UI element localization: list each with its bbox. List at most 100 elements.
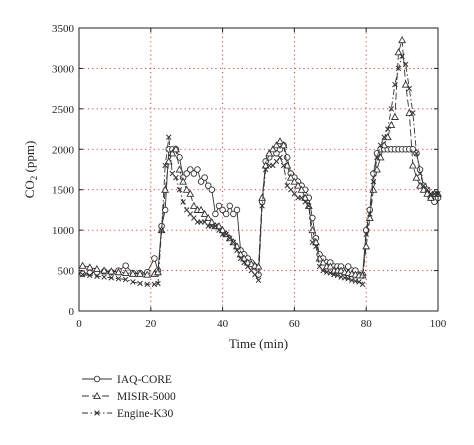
data-point bbox=[255, 277, 262, 284]
y-tick-label: 2000 bbox=[52, 144, 75, 156]
data-point bbox=[236, 250, 245, 258]
data-point bbox=[399, 53, 405, 60]
data-point bbox=[356, 279, 362, 285]
data-point bbox=[122, 276, 129, 283]
legend-marker bbox=[93, 391, 101, 400]
series-misir-5000 bbox=[78, 36, 442, 279]
data-point bbox=[115, 275, 122, 282]
data-point bbox=[161, 185, 170, 193]
data-point bbox=[265, 149, 274, 157]
data-point bbox=[107, 267, 116, 275]
data-point bbox=[222, 210, 230, 218]
data-point bbox=[405, 108, 414, 116]
data-point bbox=[365, 213, 374, 222]
data-point bbox=[416, 166, 424, 173]
data-point bbox=[297, 185, 306, 193]
data-point bbox=[286, 173, 295, 181]
data-point bbox=[175, 165, 184, 173]
data-point bbox=[419, 185, 428, 193]
data-point bbox=[183, 170, 190, 177]
data-point bbox=[121, 268, 130, 277]
data-point bbox=[413, 150, 420, 157]
data-point bbox=[158, 227, 165, 233]
legend-item: MISIR-5000 bbox=[82, 391, 176, 403]
data-point bbox=[327, 270, 334, 276]
x-tick-label: 100 bbox=[430, 318, 447, 330]
data-point bbox=[276, 137, 285, 145]
data-point bbox=[362, 242, 371, 250]
y-axis-label: CO2 (ppm) bbox=[22, 141, 39, 199]
y-tick-label: 2500 bbox=[52, 104, 75, 116]
data-point bbox=[85, 263, 94, 271]
y-tick-label: 500 bbox=[58, 266, 75, 278]
legend-label: MISIR-5000 bbox=[117, 391, 176, 403]
data-point bbox=[155, 280, 161, 287]
data-point bbox=[326, 262, 335, 270]
data-point bbox=[173, 174, 179, 181]
data-point bbox=[201, 174, 208, 181]
data-point bbox=[162, 162, 168, 169]
series-line bbox=[82, 144, 439, 276]
data-point bbox=[197, 178, 205, 185]
data-point bbox=[79, 270, 86, 278]
data-point bbox=[301, 193, 310, 201]
y-axis-label-subscript: 2 bbox=[29, 176, 39, 181]
data-point bbox=[406, 85, 413, 92]
data-point bbox=[137, 280, 143, 287]
data-point bbox=[370, 178, 377, 185]
data-point bbox=[230, 239, 237, 246]
data-point bbox=[390, 112, 399, 120]
data-point bbox=[369, 185, 378, 193]
data-point bbox=[272, 141, 281, 149]
x-tick-label: 80 bbox=[361, 318, 373, 330]
data-point bbox=[94, 273, 100, 279]
data-point bbox=[165, 134, 172, 140]
series-iaq-core bbox=[79, 141, 442, 278]
data-point bbox=[376, 153, 385, 161]
data-point bbox=[380, 141, 389, 149]
data-point bbox=[78, 261, 87, 269]
data-point bbox=[313, 243, 319, 250]
data-point bbox=[417, 170, 423, 177]
data-point bbox=[398, 36, 407, 44]
data-point bbox=[176, 186, 183, 193]
legend: IAQ-CORE MISIR-5000 Engine-K30 bbox=[82, 374, 176, 420]
legend-marker bbox=[94, 410, 100, 416]
series-engine-k30 bbox=[79, 53, 441, 288]
y-tick-label: 1500 bbox=[52, 185, 75, 197]
data-point bbox=[87, 272, 93, 279]
data-point bbox=[208, 186, 216, 193]
data-point bbox=[408, 161, 417, 169]
data-point bbox=[388, 106, 395, 112]
data-point bbox=[334, 272, 341, 279]
data-point bbox=[258, 193, 267, 201]
y-tick-label: 0 bbox=[69, 306, 75, 318]
data-point bbox=[197, 205, 206, 213]
data-point bbox=[377, 142, 384, 148]
data-point bbox=[280, 162, 287, 169]
data-point bbox=[215, 202, 223, 210]
data-point bbox=[114, 268, 123, 276]
data-point bbox=[294, 181, 302, 189]
data-point bbox=[412, 173, 421, 181]
data-point bbox=[179, 177, 188, 185]
data-point bbox=[194, 166, 201, 173]
data-point bbox=[290, 177, 299, 185]
data-point bbox=[101, 274, 107, 280]
data-point bbox=[374, 154, 380, 161]
data-point bbox=[212, 210, 219, 218]
data-point bbox=[416, 181, 425, 189]
data-point bbox=[254, 262, 263, 270]
data-point bbox=[306, 203, 312, 209]
data-point bbox=[144, 281, 150, 288]
data-point bbox=[381, 134, 387, 140]
data-point bbox=[151, 255, 158, 262]
data-point bbox=[136, 269, 144, 277]
data-point bbox=[200, 209, 209, 217]
data-point bbox=[363, 231, 369, 237]
data-point bbox=[279, 141, 288, 149]
data-point bbox=[189, 201, 198, 209]
x-tick-label: 0 bbox=[76, 318, 82, 330]
